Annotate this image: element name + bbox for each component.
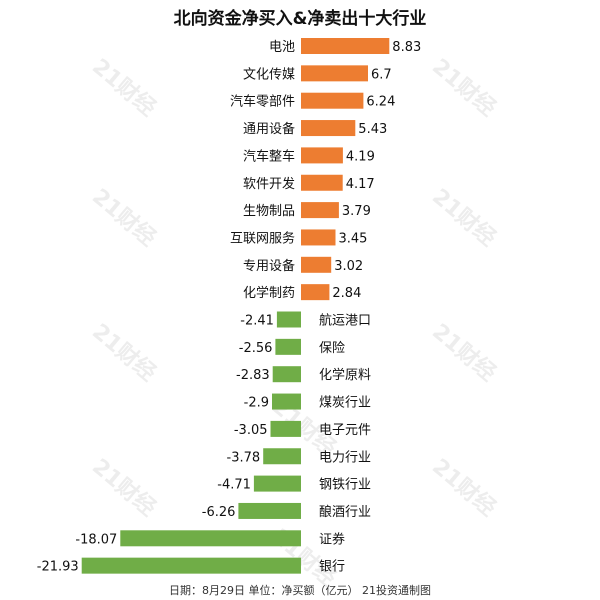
bar (301, 38, 390, 54)
category-label: 航运港口 (319, 313, 371, 329)
category-label: 汽车整车 (243, 148, 295, 164)
bar (301, 147, 343, 164)
data-label: -3.05 (234, 423, 268, 438)
data-label: -21.93 (37, 560, 79, 575)
bar (275, 338, 301, 355)
bar (272, 366, 301, 383)
category-label: 互联网服务 (230, 230, 295, 246)
category-label: 保险 (319, 341, 345, 356)
bar (301, 65, 368, 82)
category-label: 生物制品 (243, 204, 295, 219)
data-label: -4.71 (217, 478, 251, 493)
data-label: 6.7 (371, 67, 392, 82)
category-label: 文化传媒 (243, 67, 295, 82)
category-label: 化学制药 (243, 285, 295, 301)
data-label: -2.9 (244, 396, 269, 411)
category-label: 电子元件 (319, 423, 371, 438)
bar (263, 448, 301, 465)
data-label: 3.79 (342, 204, 371, 219)
category-label: 证券 (319, 531, 345, 547)
bar (253, 475, 301, 492)
category-label: 煤炭行业 (319, 396, 371, 411)
category-label: 酿酒行业 (319, 504, 371, 520)
data-label: 5.43 (358, 122, 387, 137)
category-label: 通用设备 (243, 121, 295, 137)
bar (301, 92, 364, 109)
category-label: 专用设备 (243, 258, 295, 274)
bar (301, 229, 336, 246)
category-label: 化学原料 (319, 367, 371, 383)
data-label: 4.19 (346, 149, 375, 164)
bar (301, 202, 339, 219)
category-label: 电力行业 (319, 450, 371, 465)
category-label: 钢铁行业 (319, 478, 371, 493)
data-label: -18.07 (75, 532, 117, 547)
bar (301, 256, 332, 273)
bar (238, 502, 301, 519)
data-label: 6.24 (366, 95, 395, 110)
category-label: 汽车零部件 (230, 94, 295, 110)
data-label: -2.56 (239, 341, 273, 356)
footer-note: 日期：8月29日 单位：净买额（亿元） 21投资通制图 (169, 584, 431, 597)
bar (301, 174, 343, 191)
data-label: 8.83 (392, 40, 421, 55)
bar (301, 284, 330, 301)
data-label: -3.78 (227, 450, 261, 465)
bar (272, 393, 301, 410)
chart-title: 北向资金净买入&净卖出十大行业 (173, 9, 427, 29)
data-label: -2.83 (236, 368, 270, 383)
data-label: 4.17 (346, 177, 375, 192)
data-label: -2.41 (240, 314, 274, 329)
category-label: 银行 (319, 560, 345, 575)
bar (276, 311, 301, 328)
bar (81, 557, 301, 574)
data-label: 3.02 (334, 259, 363, 274)
data-label: 2.84 (332, 286, 361, 301)
category-label: 电池 (269, 40, 295, 55)
data-label: -6.26 (202, 505, 236, 520)
data-label: 3.45 (339, 231, 368, 246)
bar (120, 530, 301, 547)
bar (270, 420, 301, 437)
category-label: 软件开发 (243, 176, 295, 192)
bar (301, 120, 356, 137)
